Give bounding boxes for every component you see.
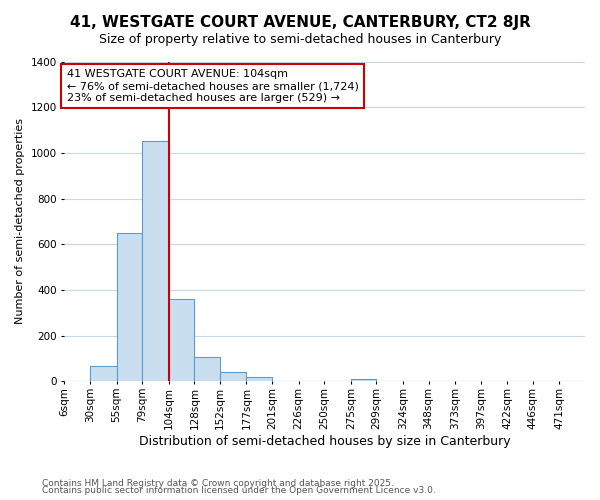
Y-axis label: Number of semi-detached properties: Number of semi-detached properties — [15, 118, 25, 324]
Bar — [194, 358, 220, 382]
Text: Size of property relative to semi-detached houses in Canterbury: Size of property relative to semi-detach… — [99, 32, 501, 46]
Bar — [142, 142, 169, 382]
Bar — [116, 233, 142, 382]
Text: 41, WESTGATE COURT AVENUE, CANTERBURY, CT2 8JR: 41, WESTGATE COURT AVENUE, CANTERBURY, C… — [70, 15, 530, 30]
Bar — [90, 366, 116, 382]
Text: Contains public sector information licensed under the Open Government Licence v3: Contains public sector information licen… — [42, 486, 436, 495]
Bar — [351, 380, 376, 382]
Bar — [169, 299, 194, 382]
Text: 41 WESTGATE COURT AVENUE: 104sqm
← 76% of semi-detached houses are smaller (1,72: 41 WESTGATE COURT AVENUE: 104sqm ← 76% o… — [67, 70, 358, 102]
Text: Contains HM Land Registry data © Crown copyright and database right 2025.: Contains HM Land Registry data © Crown c… — [42, 478, 394, 488]
Bar — [220, 372, 247, 382]
X-axis label: Distribution of semi-detached houses by size in Canterbury: Distribution of semi-detached houses by … — [139, 434, 511, 448]
Bar — [247, 377, 272, 382]
